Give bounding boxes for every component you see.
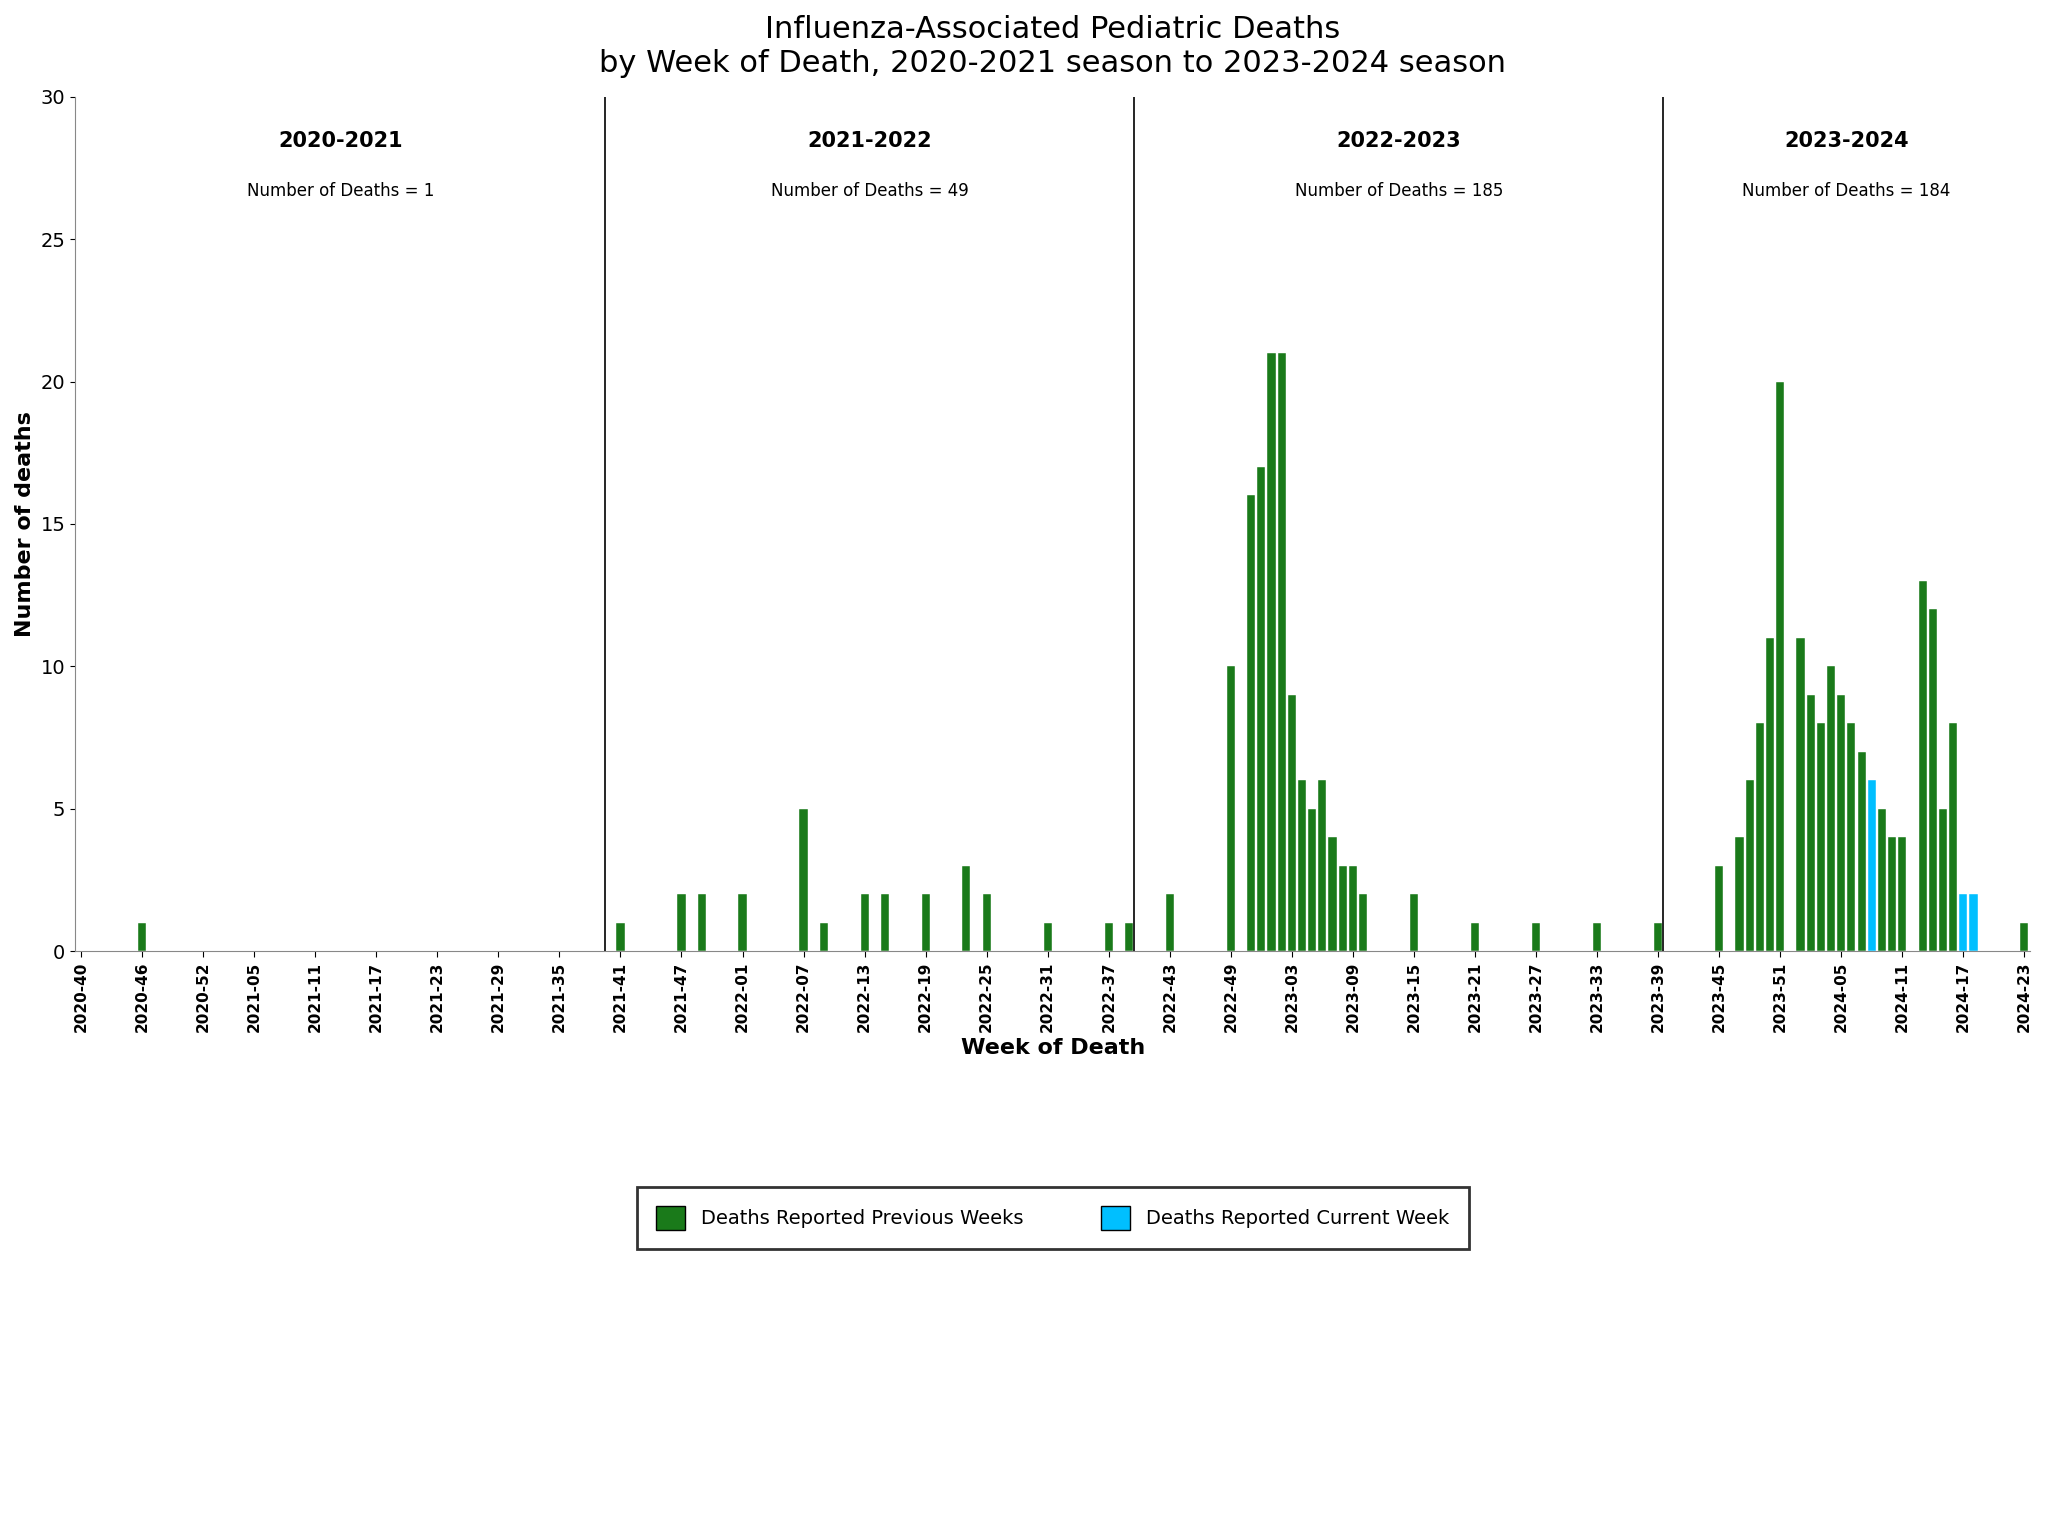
Bar	[1360, 894, 1368, 951]
Bar	[1298, 780, 1307, 951]
Bar	[678, 894, 686, 951]
Bar	[1950, 723, 1958, 951]
Bar	[963, 866, 971, 951]
Text: 2020-2021: 2020-2021	[279, 131, 403, 151]
Bar	[1124, 923, 1133, 951]
Bar	[1858, 753, 1866, 951]
Bar	[1827, 667, 1835, 951]
Text: Number of Deaths = 49: Number of Deaths = 49	[770, 183, 969, 200]
Bar	[799, 809, 807, 951]
Bar	[1278, 353, 1286, 951]
Bar	[1655, 923, 1663, 951]
Bar	[1755, 723, 1763, 951]
Bar	[1868, 780, 1876, 951]
Text: Number of Deaths = 1: Number of Deaths = 1	[248, 183, 434, 200]
Bar	[1735, 837, 1743, 951]
Bar	[1593, 923, 1602, 951]
Bar	[1319, 780, 1327, 951]
Bar	[1837, 694, 1845, 951]
Bar	[1806, 694, 1815, 951]
Bar	[1817, 723, 1825, 951]
Bar	[2019, 923, 2028, 951]
Bar	[1888, 837, 1896, 951]
Title: Influenza-Associated Pediatric Deaths
by Week of Death, 2020-2021 season to 2023: Influenza-Associated Pediatric Deaths by…	[600, 15, 1505, 78]
Bar	[881, 894, 889, 951]
Bar	[1745, 780, 1753, 951]
Bar	[1409, 894, 1417, 951]
Bar	[1939, 809, 1948, 951]
Bar	[1776, 381, 1784, 951]
X-axis label: Week of Death: Week of Death	[961, 1038, 1145, 1058]
Legend: Deaths Reported Previous Weeks, Deaths Reported Current Week: Deaths Reported Previous Weeks, Deaths R…	[637, 1187, 1468, 1249]
Bar	[1329, 837, 1337, 951]
Bar	[1532, 923, 1540, 951]
Bar	[1288, 694, 1296, 951]
Bar	[1970, 894, 1978, 951]
Bar	[1898, 837, 1907, 951]
Bar	[1257, 467, 1266, 951]
Text: 2021-2022: 2021-2022	[807, 131, 932, 151]
Bar	[1960, 894, 1968, 951]
Bar	[137, 923, 145, 951]
Bar	[739, 894, 748, 951]
Bar	[1878, 809, 1886, 951]
Bar	[922, 894, 930, 951]
Bar	[1350, 866, 1358, 951]
Bar	[1268, 353, 1276, 951]
Bar	[1919, 581, 1927, 951]
Text: 2022-2023: 2022-2023	[1337, 131, 1460, 151]
Bar	[1339, 866, 1348, 951]
Bar	[1765, 637, 1774, 951]
Bar	[1044, 923, 1053, 951]
Text: 2023-2024: 2023-2024	[1784, 131, 1909, 151]
Bar	[1714, 866, 1722, 951]
Bar	[1847, 723, 1855, 951]
Bar	[698, 894, 707, 951]
Bar	[860, 894, 868, 951]
Bar	[1104, 923, 1112, 951]
Bar	[983, 894, 991, 951]
Y-axis label: Number of deaths: Number of deaths	[14, 412, 35, 637]
Bar	[1165, 894, 1174, 951]
Bar	[1227, 667, 1235, 951]
Bar	[1247, 496, 1255, 951]
Bar	[1929, 610, 1937, 951]
Text: Number of Deaths = 185: Number of Deaths = 185	[1294, 183, 1503, 200]
Bar	[1470, 923, 1479, 951]
Bar	[1796, 637, 1804, 951]
Bar	[819, 923, 827, 951]
Bar	[616, 923, 625, 951]
Text: Number of Deaths = 184: Number of Deaths = 184	[1743, 183, 1950, 200]
Bar	[1309, 809, 1317, 951]
